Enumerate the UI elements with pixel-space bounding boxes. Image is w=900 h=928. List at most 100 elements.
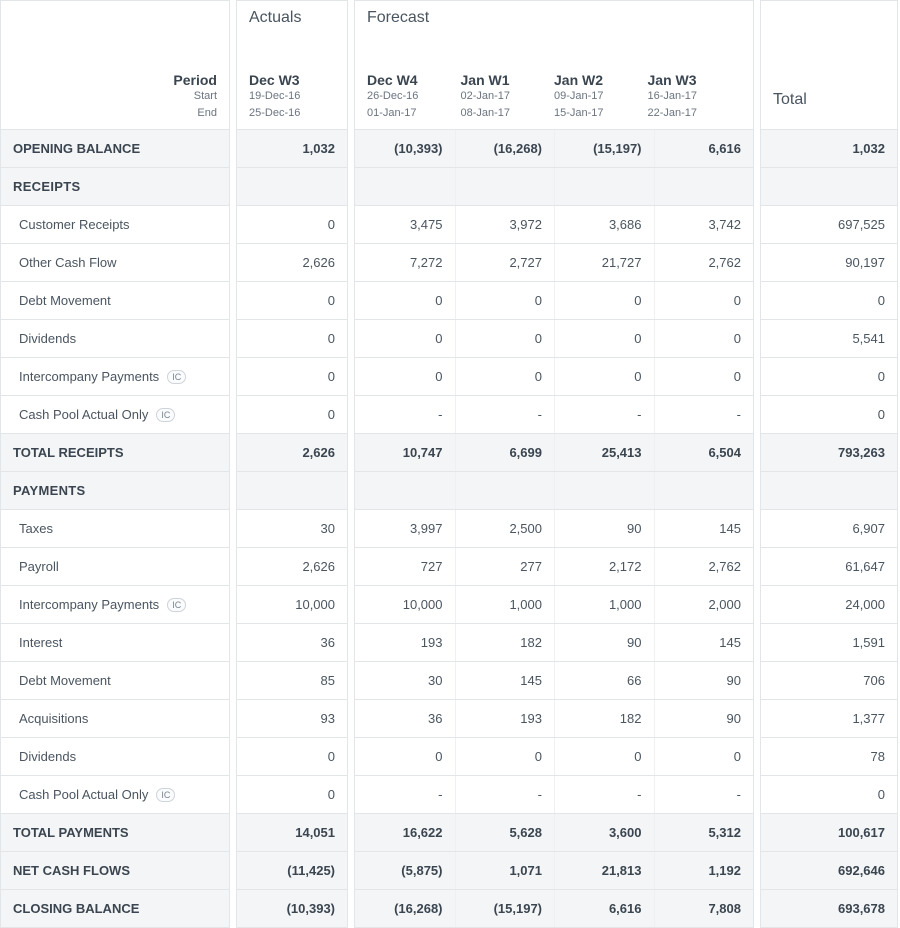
forecast-cell[interactable]: -: [455, 776, 555, 813]
forecast-cell[interactable]: 0: [554, 282, 654, 319]
forecast-cell[interactable]: -: [455, 396, 555, 433]
actuals-cell[interactable]: 2,626: [236, 548, 348, 586]
forecast-cell[interactable]: -: [355, 396, 455, 433]
actuals-cell[interactable]: 0: [236, 776, 348, 814]
forecast-cell[interactable]: 0: [554, 738, 654, 775]
forecast-cell[interactable]: -: [554, 396, 654, 433]
total-header[interactable]: Total: [760, 0, 898, 130]
total-cell[interactable]: 0: [760, 358, 898, 396]
forecast-cell[interactable]: 145: [654, 510, 754, 547]
forecast-period-2[interactable]: Jan W209-Jan-1715-Jan-17: [554, 39, 648, 121]
forecast-cell[interactable]: 2,000: [654, 586, 754, 623]
forecast-cell[interactable]: 277: [455, 548, 555, 585]
forecast-cell[interactable]: 193: [455, 700, 555, 737]
forecast-period-1[interactable]: Jan W102-Jan-1708-Jan-17: [461, 39, 555, 121]
forecast-cell[interactable]: 21,813: [554, 852, 654, 889]
forecast-cell[interactable]: 182: [455, 624, 555, 661]
forecast-cell[interactable]: 30: [355, 662, 455, 699]
row-label[interactable]: Cash Pool Actual OnlyIC: [0, 396, 230, 434]
total-cell[interactable]: 78: [760, 738, 898, 776]
forecast-cell[interactable]: 3,972: [455, 206, 555, 243]
actuals-cell[interactable]: (10,393): [236, 890, 348, 928]
actuals-cell[interactable]: 0: [236, 206, 348, 244]
forecast-cell[interactable]: 10,000: [355, 586, 455, 623]
total-cell[interactable]: 0: [760, 282, 898, 320]
forecast-cell[interactable]: 145: [654, 624, 754, 661]
row-label[interactable]: Acquisitions: [0, 700, 230, 738]
forecast-cell[interactable]: 5,628: [455, 814, 555, 851]
forecast-cell[interactable]: 16,622: [355, 814, 455, 851]
forecast-cell[interactable]: (16,268): [455, 130, 555, 167]
forecast-cell[interactable]: 7,272: [355, 244, 455, 281]
forecast-cell[interactable]: 1,000: [554, 586, 654, 623]
forecast-cell[interactable]: 0: [654, 320, 754, 357]
forecast-cell[interactable]: 3,997: [355, 510, 455, 547]
forecast-cell[interactable]: 90: [654, 662, 754, 699]
forecast-cell[interactable]: -: [654, 776, 754, 813]
forecast-cell[interactable]: 145: [455, 662, 555, 699]
total-cell[interactable]: 706: [760, 662, 898, 700]
forecast-cell[interactable]: 2,762: [654, 548, 754, 585]
actuals-cell[interactable]: 36: [236, 624, 348, 662]
row-label[interactable]: Dividends: [0, 320, 230, 358]
total-cell[interactable]: 692,646: [760, 852, 898, 890]
actuals-cell[interactable]: 0: [236, 738, 348, 776]
forecast-cell[interactable]: 0: [455, 320, 555, 357]
forecast-cell[interactable]: 2,500: [455, 510, 555, 547]
forecast-cell[interactable]: 6,504: [654, 434, 754, 471]
forecast-cell[interactable]: 0: [455, 358, 555, 395]
forecast-cell[interactable]: 36: [355, 700, 455, 737]
forecast-cell[interactable]: 3,600: [554, 814, 654, 851]
total-cell[interactable]: 90,197: [760, 244, 898, 282]
forecast-cell[interactable]: 6,616: [554, 890, 654, 927]
row-label[interactable]: Intercompany PaymentsIC: [0, 358, 230, 396]
row-label[interactable]: Customer Receipts: [0, 206, 230, 244]
forecast-cell[interactable]: 10,747: [355, 434, 455, 471]
forecast-cell[interactable]: 2,727: [455, 244, 555, 281]
forecast-cell[interactable]: 0: [654, 738, 754, 775]
total-cell[interactable]: 24,000: [760, 586, 898, 624]
actuals-cell[interactable]: 93: [236, 700, 348, 738]
total-cell[interactable]: 5,541: [760, 320, 898, 358]
forecast-cell[interactable]: -: [554, 776, 654, 813]
forecast-cell[interactable]: 90: [554, 510, 654, 547]
forecast-cell[interactable]: 1,071: [455, 852, 555, 889]
actuals-cell[interactable]: 30: [236, 510, 348, 548]
forecast-cell[interactable]: (5,875): [355, 852, 455, 889]
forecast-cell[interactable]: 90: [554, 624, 654, 661]
forecast-cell[interactable]: 0: [355, 738, 455, 775]
row-label[interactable]: Intercompany PaymentsIC: [0, 586, 230, 624]
actuals-cell[interactable]: 1,032: [236, 130, 348, 168]
total-cell[interactable]: 6,907: [760, 510, 898, 548]
row-label[interactable]: Dividends: [0, 738, 230, 776]
row-label[interactable]: Cash Pool Actual OnlyIC: [0, 776, 230, 814]
row-label[interactable]: Interest: [0, 624, 230, 662]
actuals-header[interactable]: Actuals Dec W3 19-Dec-16 25-Dec-16: [236, 0, 348, 130]
forecast-cell[interactable]: 21,727: [554, 244, 654, 281]
actuals-cell[interactable]: 2,626: [236, 434, 348, 472]
total-cell[interactable]: 100,617: [760, 814, 898, 852]
total-cell[interactable]: 1,377: [760, 700, 898, 738]
forecast-cell[interactable]: 2,762: [654, 244, 754, 281]
forecast-cell[interactable]: 3,742: [654, 206, 754, 243]
forecast-cell[interactable]: 0: [455, 738, 555, 775]
forecast-cell[interactable]: 0: [355, 320, 455, 357]
forecast-cell[interactable]: 1,000: [455, 586, 555, 623]
forecast-period-3[interactable]: Jan W316-Jan-1722-Jan-17: [648, 39, 742, 121]
actuals-cell[interactable]: 0: [236, 320, 348, 358]
forecast-cell[interactable]: (16,268): [355, 890, 455, 927]
forecast-cell[interactable]: 1,192: [654, 852, 754, 889]
forecast-cell[interactable]: 90: [654, 700, 754, 737]
forecast-cell[interactable]: 5,312: [654, 814, 754, 851]
total-cell[interactable]: 0: [760, 396, 898, 434]
actuals-cell[interactable]: 85: [236, 662, 348, 700]
forecast-cell[interactable]: 2,172: [554, 548, 654, 585]
actuals-cell[interactable]: 14,051: [236, 814, 348, 852]
forecast-cell[interactable]: 0: [455, 282, 555, 319]
actuals-cell[interactable]: 0: [236, 396, 348, 434]
forecast-cell[interactable]: 0: [355, 282, 455, 319]
forecast-cell[interactable]: 182: [554, 700, 654, 737]
row-label[interactable]: Other Cash Flow: [0, 244, 230, 282]
actuals-cell[interactable]: 0: [236, 282, 348, 320]
forecast-cell[interactable]: -: [355, 776, 455, 813]
